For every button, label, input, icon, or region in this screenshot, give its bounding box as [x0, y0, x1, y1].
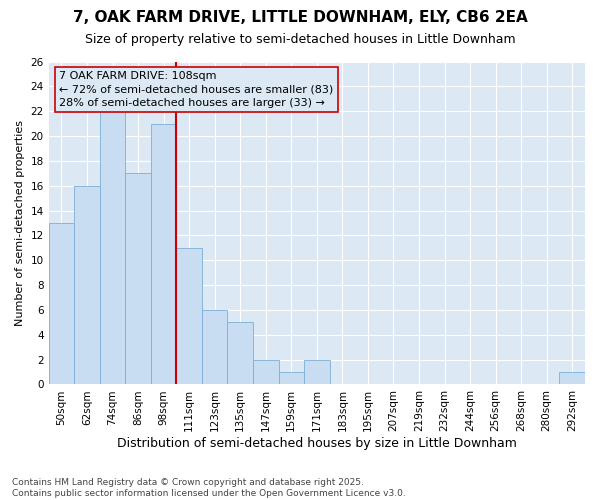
- Bar: [202, 310, 227, 384]
- Text: 7, OAK FARM DRIVE, LITTLE DOWNHAM, ELY, CB6 2EA: 7, OAK FARM DRIVE, LITTLE DOWNHAM, ELY, …: [73, 10, 527, 25]
- Bar: [559, 372, 585, 384]
- Bar: [49, 223, 74, 384]
- X-axis label: Distribution of semi-detached houses by size in Little Downham: Distribution of semi-detached houses by …: [117, 437, 517, 450]
- Y-axis label: Number of semi-detached properties: Number of semi-detached properties: [15, 120, 25, 326]
- Bar: [74, 186, 100, 384]
- Text: 7 OAK FARM DRIVE: 108sqm
← 72% of semi-detached houses are smaller (83)
28% of s: 7 OAK FARM DRIVE: 108sqm ← 72% of semi-d…: [59, 71, 334, 108]
- Text: Size of property relative to semi-detached houses in Little Downham: Size of property relative to semi-detach…: [85, 32, 515, 46]
- Bar: [304, 360, 329, 384]
- Bar: [176, 248, 202, 384]
- Bar: [227, 322, 253, 384]
- Bar: [125, 174, 151, 384]
- Text: Contains HM Land Registry data © Crown copyright and database right 2025.
Contai: Contains HM Land Registry data © Crown c…: [12, 478, 406, 498]
- Bar: [253, 360, 278, 384]
- Bar: [151, 124, 176, 384]
- Bar: [278, 372, 304, 384]
- Bar: [100, 111, 125, 384]
